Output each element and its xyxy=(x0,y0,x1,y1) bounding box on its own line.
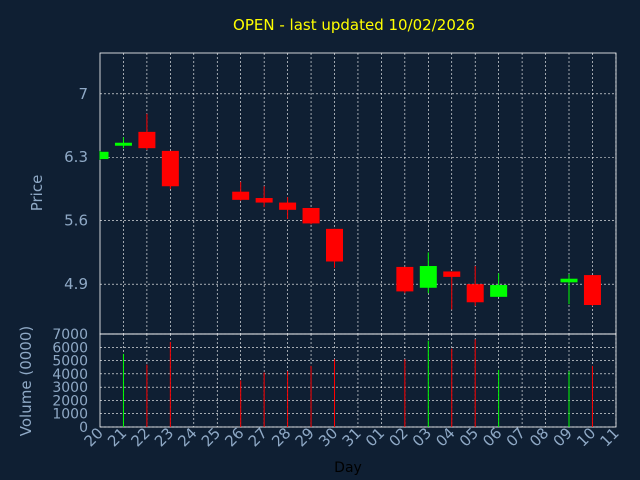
x-tick-label: 06 xyxy=(479,424,505,450)
x-tick-label: 01 xyxy=(362,424,388,450)
candle-body xyxy=(232,191,250,200)
candle-body xyxy=(100,151,109,160)
x-tick-label: 23 xyxy=(151,424,177,450)
x-tick-label: 24 xyxy=(174,424,200,450)
candle-body xyxy=(161,150,179,187)
price-tick-labels: 7 6.3 5.6 4.9 xyxy=(64,85,88,293)
candle-body xyxy=(419,266,437,288)
candle-body xyxy=(466,284,484,303)
x-tick-label: 04 xyxy=(432,424,458,450)
volume-axis-label: Volume (0000) xyxy=(17,326,35,436)
x-tick-label: 11 xyxy=(596,424,622,450)
x-tick-labels: 2021222324252627282930310102030405060708… xyxy=(81,424,623,450)
candle-body xyxy=(583,275,601,305)
volume-tick-label: 3000 xyxy=(52,380,88,396)
price-panel: 7 6.3 5.6 4.9 Price xyxy=(28,52,617,335)
candle-body xyxy=(302,208,320,224)
x-tick-label: 30 xyxy=(315,424,341,450)
volume-tick-label: 2000 xyxy=(52,393,88,409)
x-tick-label: 03 xyxy=(409,424,435,450)
x-tick-label: 07 xyxy=(503,424,529,450)
x-tick-label: 26 xyxy=(221,424,247,450)
volume-tick-label: 5000 xyxy=(52,354,88,370)
x-tick-label: 22 xyxy=(127,424,153,450)
candle-body xyxy=(255,198,273,203)
x-tick-label: 05 xyxy=(456,424,482,450)
candle-body xyxy=(490,285,508,297)
candle-body xyxy=(326,228,343,262)
x-tick-label: 28 xyxy=(268,424,294,450)
price-tick-label: 6.3 xyxy=(64,148,88,166)
candle-body xyxy=(560,278,578,283)
candle-body xyxy=(396,266,414,292)
x-tick-label: 27 xyxy=(245,424,271,450)
x-tick-label: 25 xyxy=(198,424,224,450)
volume-tick-label: 6000 xyxy=(52,340,88,356)
volume-bars xyxy=(122,339,593,427)
price-axis-label: Price xyxy=(28,175,46,212)
x-tick-label: 31 xyxy=(339,424,365,450)
volume-tick-label: 1000 xyxy=(52,407,88,423)
candle-body xyxy=(114,142,132,146)
price-tick-label: 4.9 xyxy=(64,275,88,293)
chart-title: OPEN - last updated 10/02/2026 xyxy=(233,16,475,34)
x-tick-label: 29 xyxy=(292,424,318,450)
x-tick-label: 08 xyxy=(526,424,552,450)
volume-tick-label: 4000 xyxy=(52,367,88,383)
x-tick-label: 21 xyxy=(104,424,130,450)
candle-body xyxy=(279,202,297,210)
candle-body xyxy=(443,271,461,277)
x-tick-label: 02 xyxy=(385,424,411,450)
x-axis-label: Day xyxy=(334,460,362,476)
volume-grid xyxy=(100,333,617,428)
price-tick-label: 7 xyxy=(78,85,88,103)
candles xyxy=(99,113,601,310)
price-grid xyxy=(100,53,617,334)
x-tick-label: 10 xyxy=(573,424,599,450)
volume-tick-label: 7000 xyxy=(52,327,88,343)
x-tick-label: 09 xyxy=(550,424,576,450)
price-tick-label: 5.6 xyxy=(64,212,88,230)
volume-tick-label: 0 xyxy=(79,420,88,436)
candle-body xyxy=(138,131,156,149)
